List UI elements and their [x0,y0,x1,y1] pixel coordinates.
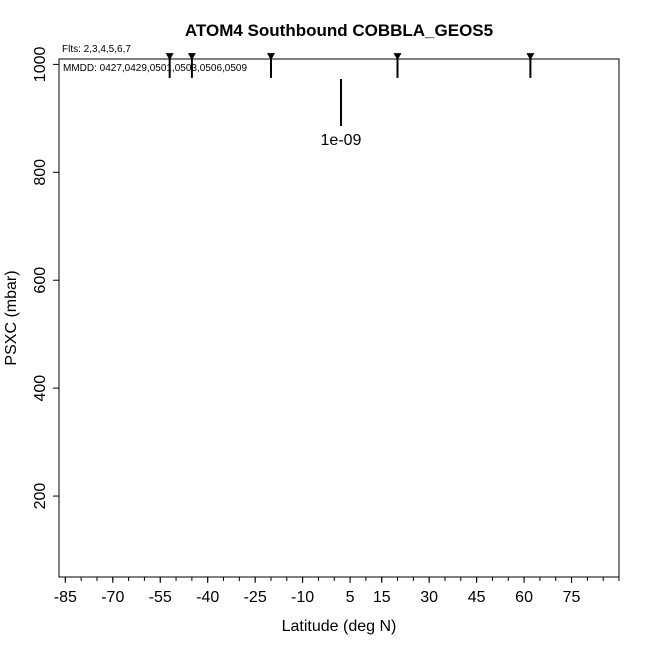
x-tick-label: 60 [515,589,533,606]
plot-frame [58,58,620,578]
arrow-marker-head [526,53,535,61]
y-axis: 200 400 600 800 1000 [32,46,59,509]
x-tick-label: -40 [196,589,219,606]
y-tick-label: 200 [32,483,49,510]
x-tick-label: -70 [101,589,124,606]
arrow-marker-head [267,53,275,61]
arrow-marker-head [393,53,402,61]
x-tick-label: -25 [244,589,267,606]
x-tick-label: 5 [346,589,355,606]
y-tick-label: 800 [32,159,49,186]
y-tick-label: 400 [32,375,49,402]
flight-track-line [61,75,563,497]
plot-area [61,53,563,498]
arrow-marker-head [165,53,174,61]
arrow-markers [165,53,535,78]
x-axis-label: Latitude (deg N) [282,618,397,635]
mmdd-note: MMDD: 0427,0429,0501,0503,0506,0509 [63,63,247,74]
chart-title: ATOM4 Southbound COBBLA_GEOS5 [185,21,493,40]
y-axis-label: PSXC (mbar) [3,270,20,365]
x-tick-label: 15 [373,589,391,606]
x-tick-label: 30 [420,589,438,606]
flights-note: Flts: 2,3,4,5,6,7 [62,44,131,55]
y-tick-label: 600 [32,267,49,294]
x-tick-label: -85 [54,589,77,606]
x-tick-label: -10 [291,589,314,606]
x-tick-label: -55 [149,589,172,606]
y-tick-label: 1000 [32,46,49,82]
arrow-marker-head [187,53,196,61]
scale-label: 1e-09 [321,132,362,149]
x-tick-label: 75 [563,589,581,606]
x-axis: -85 -70 -55 -40 -25 -10 5 15 30 45 60 75 [54,577,620,606]
x-tick-label: 45 [468,589,486,606]
flight-track [61,75,563,498]
